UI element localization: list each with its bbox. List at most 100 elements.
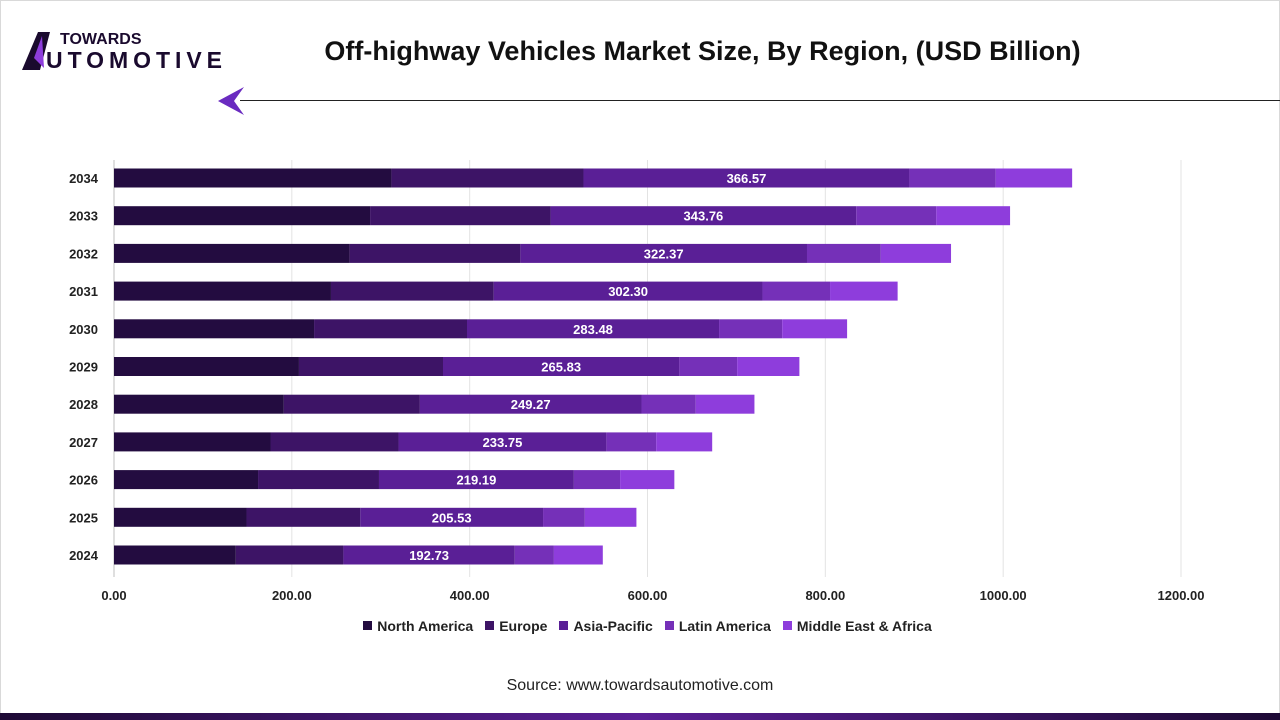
bar-segment-latin-america: [543, 507, 585, 527]
bar-segment-north-america: [114, 206, 371, 226]
bar-segment-middle-east-africa: [695, 394, 755, 414]
bar-segment-middle-east-africa: [880, 243, 952, 263]
bar-segment-north-america: [114, 545, 236, 565]
legend-swatch: [363, 621, 373, 630]
x-tick-label: 200.00: [272, 588, 312, 603]
legend-swatch: [782, 621, 792, 630]
legend-item: Asia-Pacific: [559, 618, 653, 634]
bar-segment-north-america: [114, 432, 271, 452]
bar-segment-asia-pacific: [493, 281, 763, 301]
bar-segment-middle-east-africa: [584, 507, 637, 527]
svg-text:UTOMOTIVE: UTOMOTIVE: [46, 47, 222, 72]
y-tick-label: 2029: [69, 360, 98, 375]
x-tick-label: 400.00: [450, 588, 490, 603]
legend-label: Latin America: [678, 617, 771, 634]
bar-segment-europe: [349, 243, 521, 263]
x-tick-label: 0.00: [101, 588, 126, 603]
svg-text:TOWARDS: TOWARDS: [60, 31, 142, 48]
bar-segment-north-america: [114, 243, 350, 263]
bar-segment-north-america: [114, 319, 315, 339]
bar-segment-europe: [235, 545, 344, 565]
legend-item: North America: [363, 618, 473, 634]
bar-segment-asia-pacific: [398, 432, 607, 452]
bar-segment-latin-america: [719, 319, 783, 339]
bar-segment-europe: [246, 507, 361, 527]
bar-segment-europe: [391, 168, 584, 188]
bar-segment-asia-pacific: [520, 243, 807, 263]
source-text: Source: www.towardsautomotive.com: [506, 677, 774, 694]
data-label: 322.37: [644, 246, 684, 261]
x-tick-label: 600.00: [628, 588, 668, 603]
y-tick-label: 2034: [69, 171, 99, 186]
arrow-left-icon: [218, 87, 244, 115]
bar-segment-middle-east-africa: [620, 470, 675, 490]
bar-segment-asia-pacific: [442, 357, 680, 376]
bar-segment-latin-america: [856, 206, 937, 226]
legend-label: North America: [377, 617, 474, 634]
bar-segment-north-america: [114, 470, 259, 490]
y-tick-label: 2031: [69, 284, 98, 299]
legend: North America Europe Asia-Pacific Latin Ame…: [0, 617, 1280, 634]
bar-segment-asia-pacific: [378, 470, 574, 490]
chart-title: Off-highway Vehicles Market Size, By Reg…: [324, 36, 1081, 66]
data-label: 366.57: [727, 171, 767, 186]
bar-segment-europe: [298, 357, 443, 376]
bar-segment-europe: [258, 470, 379, 490]
bar-segment-latin-america: [909, 168, 996, 188]
y-tick-label: 2033: [69, 209, 98, 224]
legend-item: Middle East & Africa: [782, 617, 932, 634]
legend-swatch: [664, 621, 674, 630]
bar-segment-latin-america: [679, 357, 738, 376]
bar-segment-north-america: [114, 168, 392, 188]
bar-segment-north-america: [114, 357, 299, 376]
bar-segment-asia-pacific: [583, 168, 910, 188]
bar-segment-middle-east-africa: [553, 545, 603, 565]
bar-segment-asia-pacific: [466, 319, 720, 339]
data-label: 283.48: [573, 322, 613, 337]
y-tick-label: 2025: [69, 510, 98, 525]
bar-segment-latin-america: [762, 281, 831, 301]
legend-item: Europe: [485, 618, 547, 634]
bar-segment-asia-pacific: [550, 206, 857, 226]
bar-segment-middle-east-africa: [995, 168, 1073, 188]
bar-segment-asia-pacific: [360, 507, 544, 527]
data-label: 302.30: [608, 284, 648, 299]
y-tick-label: 2024: [69, 548, 99, 563]
bar-segment-middle-east-africa: [830, 281, 898, 301]
x-tick-label: 800.00: [805, 588, 845, 603]
bar-segment-latin-america: [606, 432, 657, 452]
bar-segment-europe: [270, 432, 399, 452]
y-tick-label: 2026: [69, 473, 98, 488]
bar-segment-middle-east-africa: [656, 432, 713, 452]
x-tick-label: 1200.00: [1158, 588, 1205, 603]
bar-chart: 0.00 200.00 400.00 600.00 800.00 1000.00 1200.…: [69, 160, 1205, 603]
data-label: 343.76: [684, 209, 724, 224]
data-label: 205.53: [432, 510, 472, 525]
data-label: 219.19: [457, 473, 497, 488]
data-label: 249.27: [511, 397, 551, 412]
bar-segment-north-america: [114, 281, 331, 301]
legend-label: Middle East & Africa: [796, 617, 932, 634]
bar-segment-latin-america: [806, 243, 881, 263]
bar-segment-asia-pacific: [419, 394, 642, 414]
data-label: 265.83: [541, 360, 581, 375]
legend-label: Europe: [499, 617, 548, 634]
y-tick-label: 2028: [69, 397, 98, 412]
x-tick-label: 1000.00: [980, 588, 1027, 603]
y-tick-label: 2032: [69, 246, 98, 261]
bar-segment-europe: [330, 281, 494, 301]
bottom-accent-bar: [0, 713, 1280, 720]
bar-segment-north-america: [114, 507, 247, 527]
bar-segment-europe: [370, 206, 551, 226]
bar-segment-latin-america: [514, 545, 554, 565]
bar-segment-middle-east-africa: [737, 357, 800, 376]
legend-item: Latin America: [664, 617, 771, 634]
legend-swatch: [559, 621, 569, 630]
data-label: 192.73: [409, 548, 449, 563]
bar-segment-europe: [283, 394, 420, 414]
data-label: 233.75: [483, 435, 523, 450]
legend-swatch: [485, 621, 495, 630]
brand-logo: TOWARDS UTOMOTIVE: [22, 31, 222, 72]
y-tick-label: 2027: [69, 435, 98, 450]
bar-segment-middle-east-africa: [782, 319, 848, 339]
